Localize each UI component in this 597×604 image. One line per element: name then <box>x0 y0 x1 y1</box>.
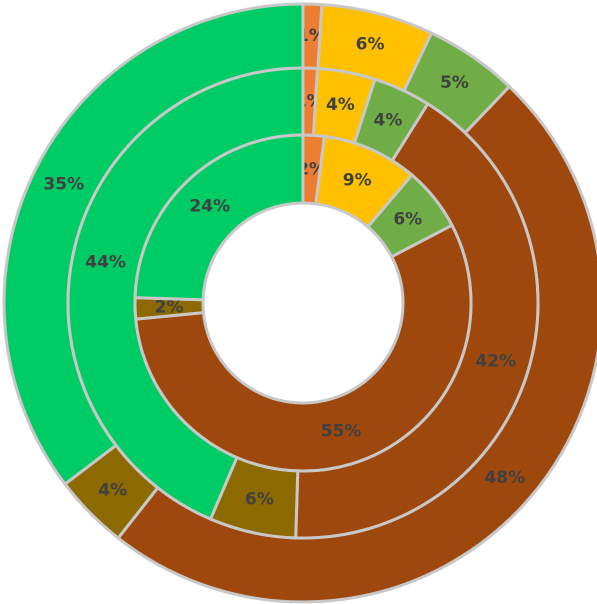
data-label: 35% <box>43 174 84 194</box>
data-label: 55% <box>321 421 362 441</box>
data-label: 6% <box>245 490 274 510</box>
data-label: 4% <box>326 95 355 115</box>
data-label: 48% <box>484 468 525 488</box>
data-label: 4% <box>374 110 403 130</box>
donut-segment <box>134 223 473 473</box>
data-label: 5% <box>440 73 469 93</box>
data-label: 2% <box>155 297 184 317</box>
data-label: 44% <box>85 253 126 273</box>
data-label: 9% <box>343 170 372 190</box>
donut-segment <box>133 133 305 302</box>
data-label: 6% <box>393 209 422 229</box>
data-label: 24% <box>189 197 230 217</box>
data-label: 4% <box>98 480 127 500</box>
data-label: 42% <box>475 352 516 372</box>
data-label: 6% <box>356 35 385 55</box>
